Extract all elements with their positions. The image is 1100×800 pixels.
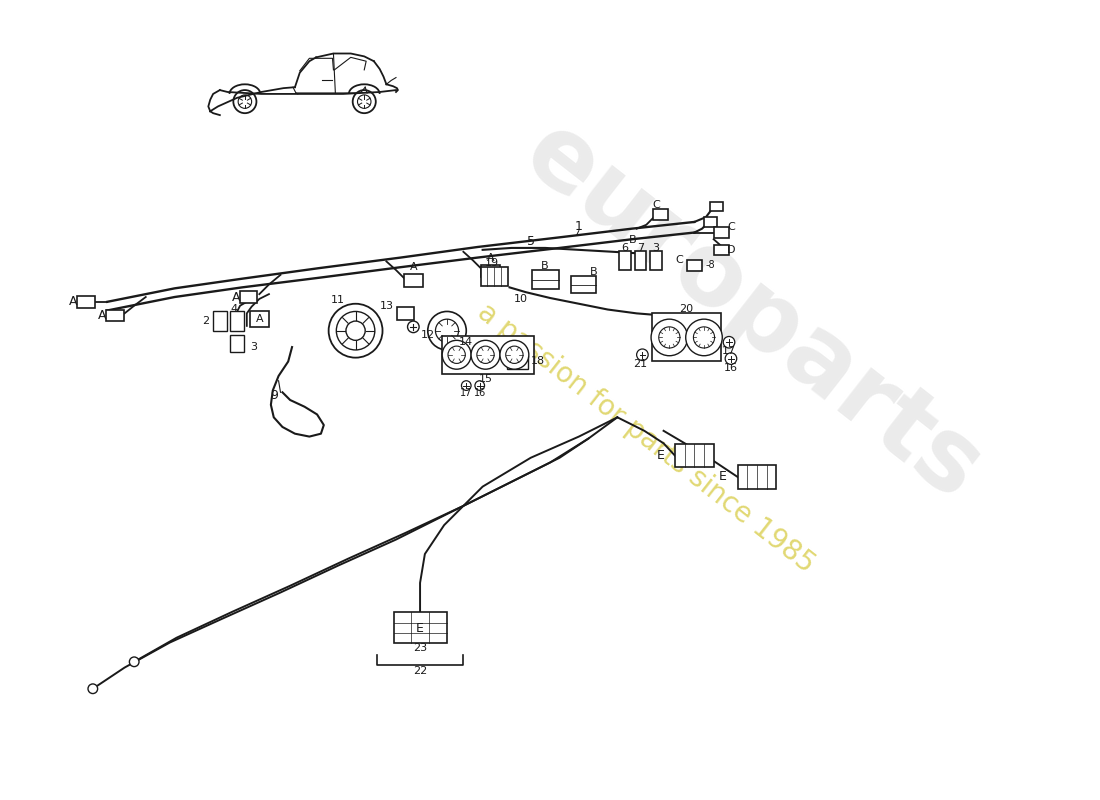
Bar [231,334,244,352]
Text: a passion for parts since 1985: a passion for parts since 1985 [472,298,821,578]
Text: 11: 11 [331,295,345,305]
Circle shape [499,340,529,369]
Text: 17: 17 [460,388,473,398]
Circle shape [475,381,484,390]
Circle shape [659,327,680,348]
Text: 17: 17 [722,346,736,356]
Bar [77,296,95,307]
Text: 22: 22 [412,666,427,677]
Text: 4: 4 [231,303,238,314]
Text: B: B [541,262,549,271]
Bar [714,245,729,255]
Bar [107,310,123,321]
Circle shape [725,353,737,364]
Text: europarts: europarts [505,105,1000,522]
Circle shape [724,337,735,348]
Bar [653,209,669,219]
Circle shape [637,349,648,361]
Circle shape [337,311,375,350]
Circle shape [88,684,98,694]
Text: D: D [727,245,735,255]
Text: A: A [69,295,78,308]
Text: -8: -8 [706,260,716,270]
Circle shape [130,657,139,666]
Bar [635,251,647,270]
Text: 13: 13 [381,301,394,310]
Text: 5: 5 [527,234,535,248]
Circle shape [428,311,466,350]
Circle shape [345,321,365,340]
Circle shape [651,319,688,356]
Text: 20: 20 [680,303,694,314]
Bar [571,276,596,293]
Text: C: C [652,200,660,210]
Bar [675,444,714,467]
Text: 15: 15 [478,374,493,384]
Text: 1: 1 [575,220,583,234]
Bar [240,291,257,302]
Circle shape [471,340,499,369]
Text: 18: 18 [530,357,544,366]
Circle shape [407,321,419,333]
Bar [481,267,507,286]
Bar [213,311,227,330]
Bar [397,307,415,320]
Circle shape [462,381,471,390]
Circle shape [442,340,471,369]
Circle shape [329,304,383,358]
Text: C: C [675,255,683,266]
Text: 21: 21 [634,359,648,370]
Text: A: A [409,262,417,272]
Text: C: C [727,222,735,232]
Bar [231,311,244,330]
Text: 16: 16 [724,363,738,374]
Text: 19: 19 [484,258,498,268]
Text: 3: 3 [250,342,256,352]
Bar [531,270,559,290]
Text: 7: 7 [637,243,644,253]
Text: E: E [416,622,424,634]
Text: A: A [232,290,241,303]
Text: B: B [629,235,637,246]
Text: 14: 14 [459,338,473,347]
Bar [738,466,777,489]
Bar [442,335,534,374]
Circle shape [476,346,494,363]
Text: E: E [719,470,727,483]
Bar [507,356,528,369]
Text: A: A [98,309,107,322]
Circle shape [448,346,465,363]
Text: 16: 16 [474,388,486,398]
Bar [481,265,499,278]
Circle shape [693,327,715,348]
Text: B: B [590,267,597,277]
Text: 23: 23 [412,643,427,654]
Text: A: A [255,314,263,324]
Text: E: E [657,450,664,462]
Bar [394,612,447,642]
Text: 10: 10 [514,294,528,304]
Bar [404,274,422,287]
Bar [714,227,729,238]
Text: 9: 9 [271,389,278,402]
Bar [710,202,724,211]
Circle shape [506,346,524,363]
Bar [686,260,702,270]
Bar [652,314,722,362]
Circle shape [685,319,723,356]
Text: 6: 6 [621,243,628,253]
Circle shape [436,319,459,342]
Text: 2: 2 [202,316,209,326]
Bar [650,251,661,270]
Text: 3: 3 [652,243,659,253]
Bar [250,311,270,327]
Text: A: A [486,253,494,262]
Bar [619,251,631,270]
Bar [704,217,717,226]
Text: 12: 12 [421,330,436,339]
